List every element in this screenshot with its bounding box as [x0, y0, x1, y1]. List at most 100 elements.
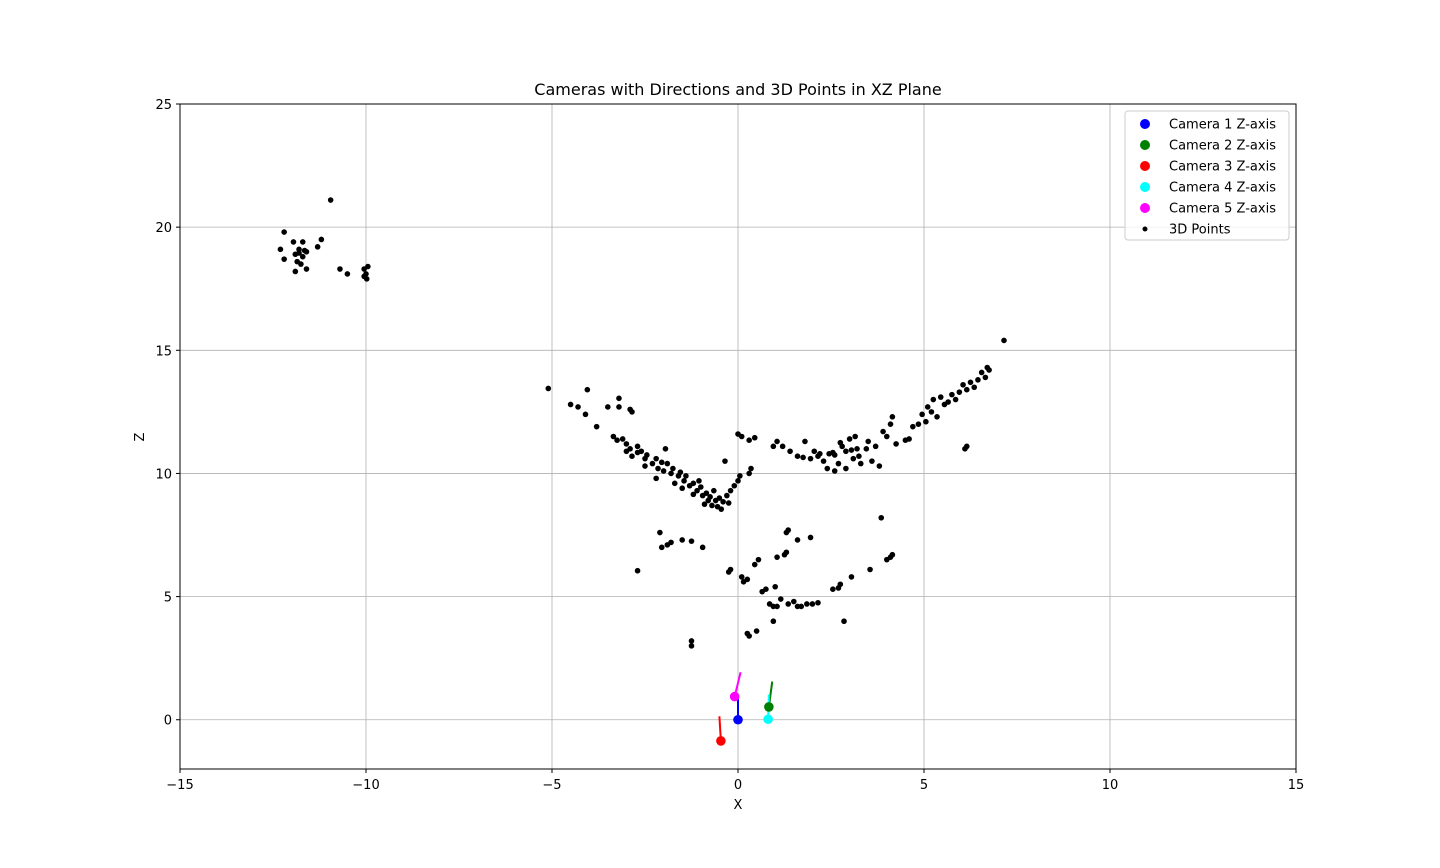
- point-3d: [807, 534, 814, 541]
- point-3d: [690, 480, 697, 487]
- point-3d: [937, 394, 944, 400]
- point-3d: [830, 449, 836, 456]
- point-3d: [668, 470, 674, 477]
- point-3d: [748, 465, 754, 472]
- point-3d: [785, 601, 792, 607]
- point-3d: [846, 436, 853, 442]
- point-3d: [718, 506, 725, 512]
- point-3d: [952, 396, 959, 403]
- point-3d: [696, 478, 702, 484]
- point-3d: [960, 381, 966, 388]
- point-3d: [701, 501, 708, 508]
- point-3d: [785, 527, 792, 533]
- y-axis-label: Z: [133, 432, 148, 441]
- camera-series: [716, 671, 774, 746]
- point-3d: [662, 446, 669, 452]
- point-3d: [837, 581, 844, 588]
- point-3d: [841, 618, 847, 625]
- point-3d: [746, 437, 752, 443]
- point-3d: [575, 404, 581, 410]
- x-tick-label: 0: [734, 778, 742, 793]
- point-3d: [962, 446, 968, 452]
- legend-marker: [1140, 161, 1150, 171]
- point-3d: [679, 537, 685, 543]
- point-3d: [815, 599, 821, 606]
- point-3d: [982, 374, 989, 381]
- point-3d: [876, 463, 883, 469]
- point-3d: [777, 596, 784, 602]
- x-tick-label: −10: [352, 778, 379, 793]
- point-3d: [737, 473, 743, 479]
- point-3d: [281, 229, 287, 235]
- point-3d: [884, 433, 890, 440]
- point-3d: [774, 603, 780, 610]
- point-3d: [963, 386, 970, 393]
- point-3d: [694, 487, 700, 494]
- point-3d: [852, 433, 858, 440]
- point-3d: [802, 438, 808, 445]
- points-series: [277, 197, 1007, 649]
- point-3d: [623, 448, 630, 455]
- point-3d: [629, 409, 635, 415]
- x-tick-label: −15: [166, 778, 193, 793]
- point-3d: [614, 437, 620, 443]
- point-3d: [658, 459, 665, 466]
- point-3d: [634, 567, 641, 574]
- point-3d: [770, 443, 777, 450]
- point-3d: [872, 443, 879, 450]
- point-3d: [638, 448, 645, 455]
- point-3d: [725, 500, 732, 506]
- point-3d: [956, 389, 963, 395]
- x-tick-label: 10: [1102, 778, 1119, 793]
- point-3d: [843, 448, 849, 455]
- point-3d: [928, 409, 935, 415]
- point-3d: [711, 487, 717, 494]
- point-3d: [809, 601, 816, 607]
- legend-marker: [1140, 140, 1150, 150]
- point-3d: [804, 601, 810, 607]
- legend-label: Camera 3 Z-axis: [1169, 160, 1276, 175]
- chart-title: Cameras with Directions and 3D Points in…: [534, 80, 941, 99]
- point-3d: [856, 453, 862, 460]
- legend-label: 3D Points: [1169, 223, 1231, 238]
- point-3d: [887, 421, 894, 427]
- point-3d: [660, 468, 667, 474]
- point-3d: [753, 628, 760, 634]
- point-3d: [848, 447, 855, 453]
- point-3d: [610, 433, 617, 440]
- point-3d: [668, 539, 674, 546]
- camera-point: [733, 714, 743, 725]
- point-3d: [919, 411, 925, 418]
- point-3d: [794, 453, 801, 460]
- point-3d: [363, 276, 370, 282]
- point-3d: [746, 470, 752, 477]
- point-3d: [893, 441, 899, 447]
- point-3d: [817, 450, 823, 457]
- point-3d: [854, 446, 860, 452]
- point-3d: [906, 436, 912, 442]
- point-3d: [681, 478, 687, 484]
- x-axis-label: X: [734, 798, 743, 813]
- point-3d: [703, 490, 710, 496]
- x-tick-label: 15: [1288, 778, 1305, 793]
- legend-box: [1124, 110, 1290, 241]
- point-3d: [298, 261, 304, 267]
- point-3d: [707, 494, 713, 500]
- point-3d: [664, 460, 671, 467]
- point-3d: [623, 441, 630, 447]
- point-3d: [857, 460, 864, 467]
- point-3d: [365, 263, 371, 270]
- point-3d: [1001, 337, 1007, 344]
- point-3d: [831, 468, 838, 474]
- point-3d: [751, 561, 758, 568]
- point-3d: [318, 236, 325, 243]
- point-3d: [688, 638, 695, 644]
- point-3d: [642, 463, 648, 469]
- point-3d: [763, 586, 769, 593]
- point-3d: [709, 502, 715, 509]
- point-3d: [820, 458, 827, 464]
- point-3d: [653, 475, 659, 482]
- point-3d: [984, 364, 991, 371]
- point-3d: [616, 395, 622, 402]
- point-3d: [945, 399, 951, 405]
